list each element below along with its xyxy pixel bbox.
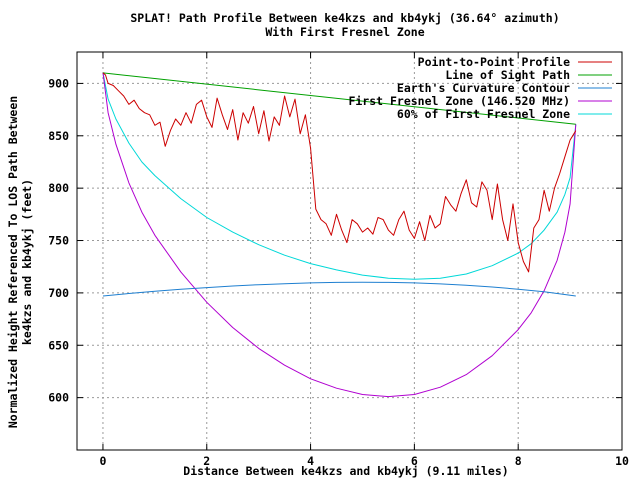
y-tick-label: 750 bbox=[48, 234, 69, 248]
series-layer bbox=[102, 72, 577, 398]
chart-subtitle: With First Fresnel Zone bbox=[265, 25, 424, 39]
legend-label-earth-s-curvature-contour: Earth's Curvature Contour bbox=[397, 81, 570, 95]
series-line-line-of-sight-path bbox=[102, 72, 576, 125]
y-tick-label: 600 bbox=[48, 391, 69, 405]
series-line-60-of-first-fresnel-zone bbox=[102, 72, 577, 280]
plot-frame bbox=[76, 51, 623, 451]
x-tick-label: 6 bbox=[411, 454, 418, 468]
grid bbox=[77, 52, 622, 450]
y-axis-label-line-1: Normalized Height Referenced To LOS Path… bbox=[6, 96, 20, 428]
y-tick-label: 800 bbox=[48, 181, 69, 195]
x-tick-label: 10 bbox=[615, 454, 629, 468]
x-axis-label: Distance Between ke4kzs and kb4ykj (9.11… bbox=[183, 464, 508, 478]
series-line-first-fresnel-zone-146-520-mhz bbox=[102, 72, 577, 398]
x-tick-label: 8 bbox=[515, 454, 522, 468]
legend-label-point-to-point-profile: Point-to-Point Profile bbox=[418, 55, 570, 69]
y-tick-label: 900 bbox=[48, 76, 69, 90]
series-line-point-to-point-profile bbox=[102, 72, 577, 273]
series-line-earth-s-curvature-contour bbox=[102, 281, 576, 297]
legend-label-60-of-first-fresnel-zone: 60% of First Fresnel Zone bbox=[397, 107, 570, 121]
axis-ticks: 0 2 4 6 8 10 600 650 700 750 800 850 900 bbox=[48, 52, 629, 468]
x-tick-label: 0 bbox=[99, 454, 106, 468]
legend-label-line-of-sight-path: Line of Sight Path bbox=[445, 68, 570, 82]
y-tick-label: 700 bbox=[48, 286, 69, 300]
legend-label-first-fresnel-zone-146-520-mhz: First Fresnel Zone (146.520 MHz) bbox=[348, 94, 570, 108]
y-tick-label: 650 bbox=[48, 338, 69, 352]
x-tick-label: 2 bbox=[203, 454, 210, 468]
y-tick-label: 850 bbox=[48, 129, 69, 143]
y-axis-label-line-2: ke4kzs and kb4ykj (feet) bbox=[20, 179, 34, 345]
x-tick-label: 4 bbox=[307, 454, 314, 468]
chart-title: SPLAT! Path Profile Between ke4kzs and k… bbox=[130, 11, 559, 25]
